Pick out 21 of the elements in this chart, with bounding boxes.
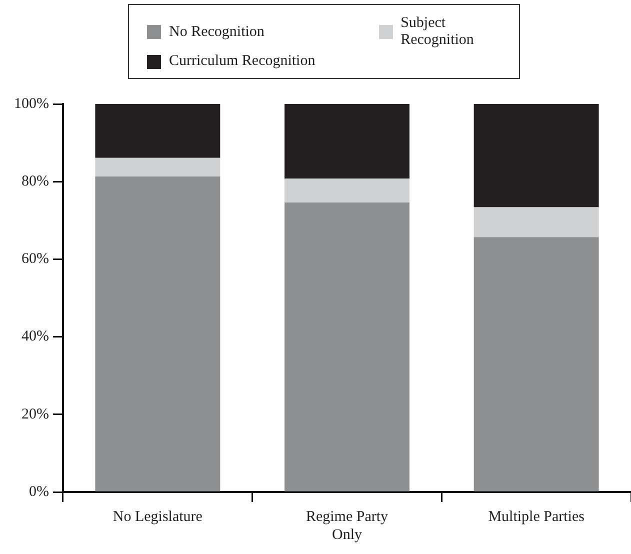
legend-label: No Recognition [169, 24, 264, 40]
y-tick-label: 0% [28, 484, 49, 500]
y-tick-label: 20% [21, 406, 49, 422]
legend-label: Curriculum Recognition [169, 53, 316, 70]
bar [474, 237, 599, 492]
x-tick-label: Multiple Parties [488, 508, 585, 525]
y-tick-label: 40% [21, 328, 49, 345]
bar [95, 104, 220, 158]
bar [284, 202, 410, 492]
y-tick-label: 100% [14, 96, 49, 112]
x-tick-label: No Legislature [112, 508, 203, 525]
bar [95, 158, 220, 177]
x-tick-label: Regime Party Only [306, 508, 389, 543]
bar [474, 207, 599, 238]
y-tick-label: 80% [21, 174, 49, 190]
y-tick-label: 60% [21, 251, 49, 268]
bar [474, 104, 599, 208]
bar [95, 176, 220, 492]
bar [284, 178, 410, 203]
legend-label: Subject Recognition [400, 15, 475, 49]
bar [284, 104, 410, 178]
